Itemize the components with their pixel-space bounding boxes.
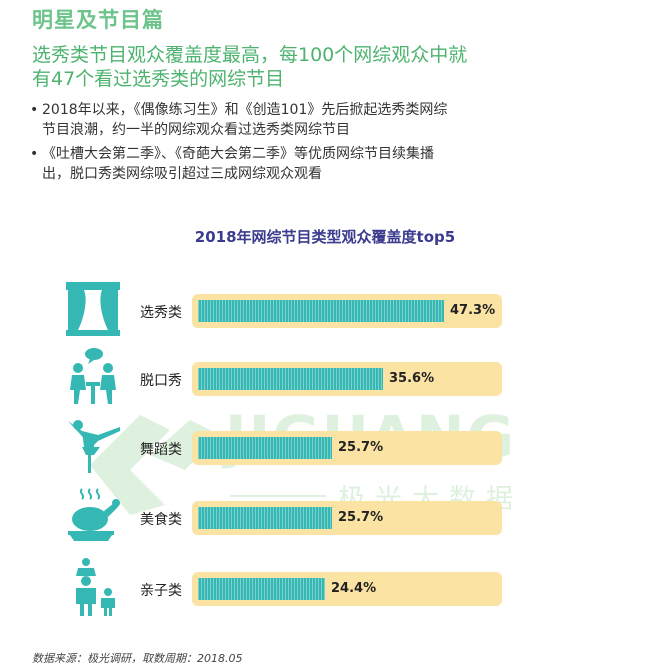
dancer-icon [68,420,120,473]
chart-row: 美食类 25.7% [0,488,650,545]
value-label: 35.6% [389,371,435,386]
value-label: 25.7% [338,510,384,525]
value-label: 25.7% [338,440,384,455]
bullet-line: 《吐槽大会第二季》、《奇葩大会第二季》等优质网综节目续集播 [42,146,434,162]
chart-row: 脱口秀 35.6% [0,348,650,406]
category-label: 脱口秀 [140,373,182,389]
headline-line-1: 选秀类节目观众覆盖度最高，每100个网综观众中就 [32,44,468,66]
parent-child-icon [76,558,115,616]
chart-title: 2018年网综节目类型观众覆盖度top5 [194,228,456,246]
headline-line-2: 有47个看过选秀类的网综节目 [32,68,285,90]
headline: 选秀类节目观众覆盖度最高，每100个网综观众中就 有47个看过选秀类的网综节目 [32,43,622,91]
value-label: 24.4% [331,581,377,596]
bullet-list: 2018年以来，《偶像练习生》和《创造101》先后掀起选秀类网综 节目浪潮，约一… [30,100,610,188]
data-source: 数据来源：极光调研，取数周期：2018.05 [32,652,243,665]
bullet-item: 2018年以来，《偶像练习生》和《创造101》先后掀起选秀类网综 节目浪潮，约一… [30,100,610,140]
bar [198,578,325,600]
category-label: 舞蹈类 [140,442,182,458]
chart-row: 舞蹈类 25.7% [0,420,650,475]
bar [198,507,332,529]
category-label: 亲子类 [140,583,182,599]
stage-icon [66,282,120,336]
category-label: 美食类 [140,512,182,528]
chart-row: 亲子类 24.4% [0,558,650,616]
chart-row: 选秀类 47.3% [0,282,650,338]
bullet-item: 《吐槽大会第二季》、《奇葩大会第二季》等优质网综节目续集播 出，脱口秀类网综吸引… [30,144,610,184]
bar [198,368,383,390]
bullet-line: 2018年以来，《偶像练习生》和《创造101》先后掀起选秀类网综 [42,102,448,118]
bar-track [192,501,502,535]
section-title: 明星及节目篇 [32,8,164,32]
bar [198,300,444,322]
category-label: 选秀类 [140,305,182,321]
bar-track [192,431,502,465]
bar-track [192,294,502,328]
bullet-line: 节目浪潮，约一半的网综观众看过选秀类网综节目 [42,122,350,138]
roast-chicken-icon [68,488,120,541]
talk-show-icon [70,348,116,404]
bar-track [192,572,502,606]
value-label: 47.3% [450,303,496,318]
bar-track [192,362,502,396]
bar [198,437,332,459]
bullet-line: 出，脱口秀类网综吸引超过三成网综观众观看 [42,166,322,182]
